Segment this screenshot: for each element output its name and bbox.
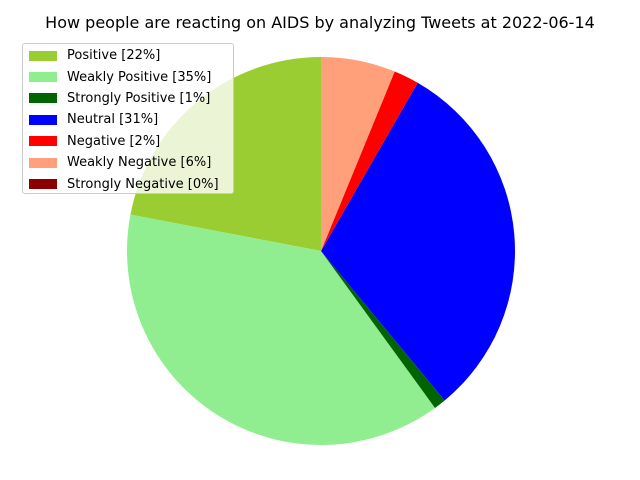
legend-swatch-6	[29, 179, 57, 190]
pie-slice-4	[321, 71, 418, 251]
legend-item-6: Strongly Negative [0%]	[23, 173, 233, 194]
pie-slice-2	[321, 251, 445, 408]
legend-swatch-3	[29, 114, 57, 125]
legend-label-0: Positive [22%]	[67, 48, 161, 64]
pie-slice-1	[127, 214, 436, 445]
legend-label-2: Strongly Positive [1%]	[67, 90, 211, 106]
pie-slice-3	[321, 82, 515, 401]
legend-swatch-4	[29, 136, 57, 147]
legend-item-1: Weakly Positive [35%]	[23, 66, 233, 87]
legend: Positive [22%] Weakly Positive [35%] Stron…	[22, 43, 234, 194]
legend-item-2: Strongly Positive [1%]	[23, 88, 233, 109]
legend-label-4: Negative [2%]	[67, 133, 161, 149]
legend-swatch-2	[29, 93, 57, 104]
legend-swatch-0	[29, 50, 57, 61]
legend-item-3: Neutral [31%]	[23, 109, 233, 130]
legend-swatch-1	[29, 72, 57, 83]
pie-slice-5	[321, 57, 395, 251]
legend-label-6: Strongly Negative [0%]	[67, 176, 219, 192]
legend-label-1: Weakly Positive [35%]	[67, 69, 212, 85]
legend-item-5: Weakly Negative [6%]	[23, 152, 233, 173]
chart-title: How people are reacting on AIDS by analy…	[45, 13, 595, 32]
legend-item-4: Negative [2%]	[23, 131, 233, 152]
legend-label-3: Neutral [31%]	[67, 112, 159, 128]
legend-item-0: Positive [22%]	[23, 45, 233, 66]
legend-swatch-5	[29, 157, 57, 168]
legend-label-5: Weakly Negative [6%]	[67, 155, 212, 171]
